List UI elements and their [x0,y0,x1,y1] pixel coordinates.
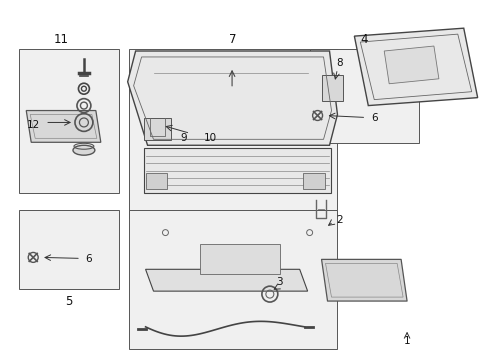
Bar [19,210,119,289]
Bar [128,49,337,218]
Text: 6: 6 [370,113,377,123]
Bar [145,173,167,189]
Text: 1: 1 [403,336,409,346]
Text: 5: 5 [65,294,73,307]
Polygon shape [354,28,477,105]
Bar [309,49,418,143]
Bar [200,244,279,274]
Ellipse shape [73,145,95,155]
Text: 7: 7 [229,33,236,46]
Text: 12: 12 [26,121,40,130]
Polygon shape [145,269,307,291]
Bar [19,49,119,193]
Polygon shape [127,51,337,145]
Text: 11: 11 [54,33,68,46]
Bar [302,173,324,189]
Bar [128,210,337,349]
Bar [143,118,171,140]
Text: 2: 2 [335,215,342,225]
Text: 8: 8 [335,58,342,68]
Text: 3: 3 [276,277,283,287]
Bar [143,148,330,193]
Text: 9: 9 [180,133,186,143]
Text: 4: 4 [360,33,367,46]
Polygon shape [384,46,438,84]
Polygon shape [321,260,406,301]
Text: 6: 6 [85,255,92,264]
Text: 10: 10 [203,133,216,143]
Polygon shape [26,111,101,142]
Bar [321,75,343,100]
